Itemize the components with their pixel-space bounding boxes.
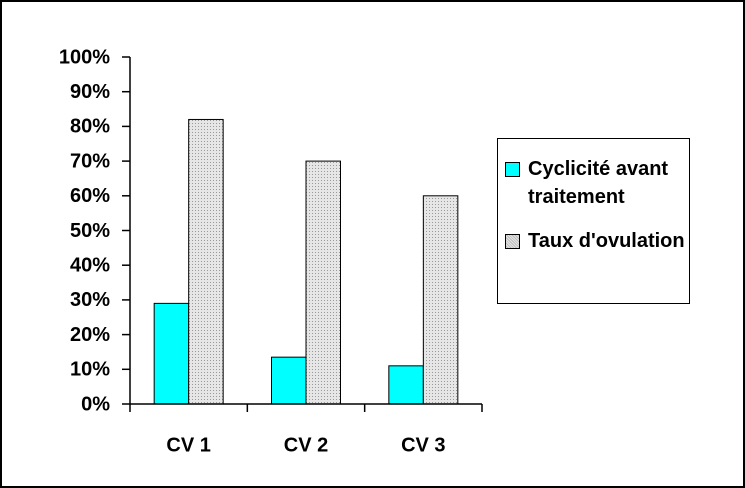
legend: Cyclicité avant traitement Taux d'ovulati… (497, 138, 690, 304)
bar (305, 160, 341, 405)
legend-label: Taux d'ovulation (528, 230, 685, 252)
y-tick-label: 60% (70, 185, 110, 207)
y-tick-label: 80% (70, 116, 110, 138)
legend-item: Cyclicité avant traitement (498, 155, 685, 211)
y-tick-label: 100% (59, 46, 110, 68)
y-tick-label: 40% (70, 254, 110, 276)
legend-swatch (505, 162, 520, 177)
bar (188, 118, 224, 405)
legend-item: Taux d'ovulation (498, 227, 685, 255)
x-tick-label: CV 1 (166, 434, 210, 456)
bar (388, 365, 424, 405)
legend-label: Cyclicité avant traitement (528, 158, 669, 208)
y-tick-label: 0% (81, 393, 110, 415)
bar (153, 302, 190, 405)
y-tick-label: 20% (70, 324, 110, 346)
bar (422, 195, 459, 405)
x-tick-label: CV 3 (401, 434, 445, 456)
y-tick-label: 10% (70, 359, 110, 381)
y-tick-label: 30% (70, 289, 110, 311)
y-tick-label: 70% (70, 150, 110, 172)
legend-swatch (505, 234, 520, 249)
y-tick-label: 50% (70, 220, 110, 242)
x-tick-label: CV 2 (284, 434, 328, 456)
bar (271, 356, 307, 405)
y-tick-label: 90% (70, 81, 110, 103)
